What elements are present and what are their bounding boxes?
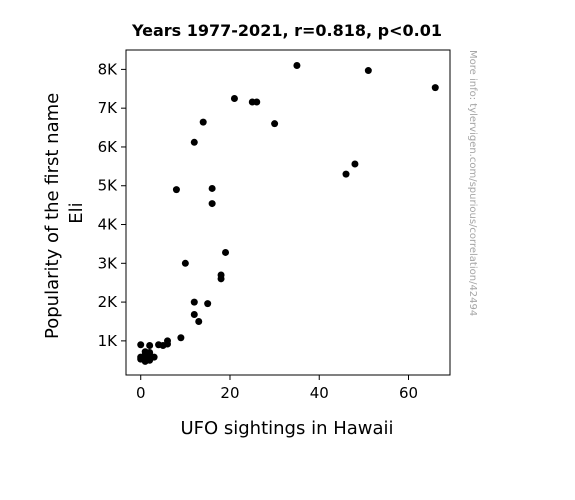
- y-tick-label: 8K: [98, 60, 119, 78]
- data-point: [146, 342, 154, 350]
- x-axis-label: UFO sightings in Hawaii: [180, 418, 393, 439]
- y-tick-label: 5K: [98, 177, 119, 195]
- data-point: [222, 248, 230, 256]
- data-point: [364, 67, 372, 75]
- data-point: [146, 349, 154, 357]
- data-point: [293, 62, 301, 70]
- data-point: [204, 300, 212, 308]
- x-tick-label: 40: [310, 384, 329, 402]
- x-tick-label: 0: [136, 384, 146, 402]
- data-points: [137, 62, 439, 365]
- data-point: [195, 317, 203, 325]
- data-point: [190, 138, 198, 146]
- y-axis-label-line-1: Popularity of the first name: [42, 93, 63, 339]
- data-point: [137, 341, 145, 349]
- data-point: [150, 353, 158, 361]
- data-point: [208, 200, 216, 208]
- y-tick-label: 6K: [98, 138, 119, 156]
- data-point: [172, 186, 180, 194]
- x-tick-label: 20: [220, 384, 239, 402]
- data-point: [177, 334, 185, 342]
- y-axis-label: Popularity of the first name Eli: [42, 87, 87, 339]
- data-point: [271, 120, 279, 128]
- y-axis-ticks: 1K 2K 3K 4K 5K 6K 7K 8K: [98, 60, 126, 350]
- data-point: [181, 259, 189, 267]
- data-point: [342, 170, 350, 178]
- x-tick-label: 60: [399, 384, 418, 402]
- watermark-text: More info: tylervigen.com/spurious/corre…: [467, 50, 478, 316]
- y-tick-label: 2K: [98, 293, 119, 311]
- data-point: [164, 340, 172, 348]
- x-axis-ticks: 0 20 40 60: [136, 375, 418, 402]
- data-point: [208, 184, 216, 192]
- y-tick-label: 1K: [98, 332, 119, 350]
- chart-title: Years 1977-2021, r=0.818, p<0.01: [131, 21, 442, 40]
- data-point: [217, 275, 225, 283]
- data-point: [253, 98, 261, 106]
- data-point: [199, 118, 207, 126]
- data-point: [190, 298, 198, 306]
- data-point: [351, 160, 359, 168]
- y-tick-label: 3K: [98, 254, 119, 272]
- data-point: [230, 94, 238, 102]
- y-tick-label: 7K: [98, 99, 119, 117]
- plot-frame: [125, 49, 451, 376]
- y-tick-label: 4K: [98, 216, 119, 234]
- data-point: [190, 310, 198, 318]
- y-axis-label-line-2: Eli: [66, 202, 87, 223]
- data-point: [431, 84, 439, 92]
